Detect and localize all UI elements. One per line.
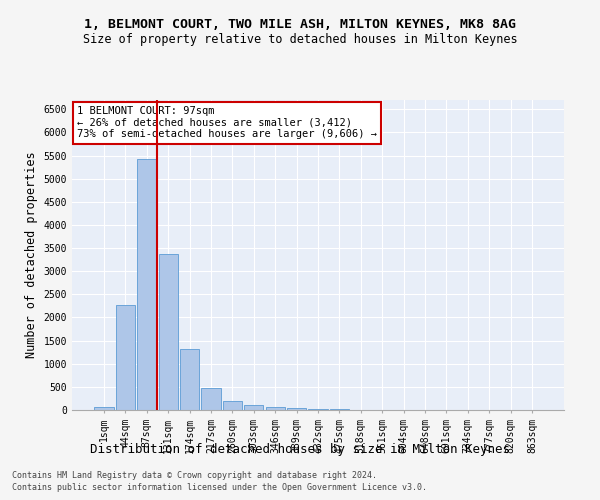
Bar — [158, 254, 178, 410]
Bar — [244, 406, 263, 410]
Bar — [94, 407, 113, 410]
Text: 1, BELMONT COURT, TWO MILE ASH, MILTON KEYNES, MK8 8AG: 1, BELMONT COURT, TWO MILE ASH, MILTON K… — [84, 18, 516, 30]
Bar — [287, 408, 306, 410]
Bar — [330, 409, 349, 410]
Text: 1 BELMONT COURT: 97sqm
← 26% of detached houses are smaller (3,412)
73% of semi-: 1 BELMONT COURT: 97sqm ← 26% of detached… — [77, 106, 377, 140]
Text: Contains public sector information licensed under the Open Government Licence v3: Contains public sector information licen… — [12, 484, 427, 492]
Bar — [308, 408, 328, 410]
Text: Distribution of detached houses by size in Milton Keynes: Distribution of detached houses by size … — [90, 442, 510, 456]
Y-axis label: Number of detached properties: Number of detached properties — [25, 152, 38, 358]
Text: Contains HM Land Registry data © Crown copyright and database right 2024.: Contains HM Land Registry data © Crown c… — [12, 471, 377, 480]
Bar — [137, 159, 157, 410]
Bar — [223, 401, 242, 410]
Bar — [116, 304, 135, 410]
Bar — [180, 350, 199, 410]
Bar — [202, 388, 221, 410]
Bar — [266, 407, 285, 410]
Text: Size of property relative to detached houses in Milton Keynes: Size of property relative to detached ho… — [83, 32, 517, 46]
